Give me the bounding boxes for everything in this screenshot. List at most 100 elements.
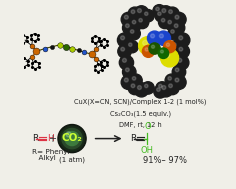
Circle shape [153,5,166,17]
Text: CuX(X=CN, SCN)/Complex 1-2 (1 mol%): CuX(X=CN, SCN)/Complex 1-2 (1 mol%) [74,99,207,105]
Circle shape [126,24,129,28]
Circle shape [121,47,125,51]
Circle shape [174,24,178,28]
Circle shape [142,82,154,94]
Circle shape [175,15,179,19]
Circle shape [179,47,183,51]
Circle shape [161,19,165,22]
Circle shape [159,34,163,38]
Circle shape [172,12,186,27]
Circle shape [160,49,179,67]
Circle shape [158,12,161,15]
Text: Cs₂CO₃(1.5 equiv.): Cs₂CO₃(1.5 equiv.) [110,110,171,117]
Circle shape [143,40,148,45]
Circle shape [65,132,79,146]
Circle shape [170,40,182,53]
Circle shape [156,7,159,11]
Circle shape [156,31,171,45]
Circle shape [148,31,162,45]
Circle shape [171,30,174,33]
Circle shape [124,15,128,19]
Circle shape [128,7,142,21]
Circle shape [164,53,170,58]
Circle shape [128,27,140,40]
Circle shape [159,16,171,29]
Circle shape [121,12,135,27]
Circle shape [139,19,142,22]
Circle shape [145,12,148,15]
Circle shape [129,43,132,46]
Circle shape [121,36,125,40]
Circle shape [178,58,182,62]
Circle shape [152,45,155,48]
Circle shape [58,125,86,153]
Text: DMF, rt, 12 h: DMF, rt, 12 h [119,122,162,128]
Text: 91%– 97%: 91%– 97% [143,156,187,165]
Circle shape [145,48,148,51]
Circle shape [168,27,181,40]
Circle shape [118,45,131,58]
Circle shape [169,84,173,88]
Text: +: + [48,134,56,144]
Circle shape [60,126,84,151]
Circle shape [168,77,172,80]
Circle shape [175,78,179,82]
Circle shape [159,84,162,88]
Circle shape [173,43,176,46]
Circle shape [118,33,132,47]
Circle shape [159,83,173,97]
Circle shape [175,56,189,70]
Circle shape [164,41,176,53]
Circle shape [129,18,142,31]
Circle shape [129,74,142,87]
Circle shape [179,36,183,40]
Text: CO₂: CO₂ [62,133,82,143]
Circle shape [176,33,190,47]
Circle shape [126,68,129,72]
Text: R= Phenyl: R= Phenyl [32,149,69,155]
Circle shape [134,6,149,20]
Circle shape [124,78,128,82]
Circle shape [119,56,134,70]
Circle shape [121,75,135,89]
Circle shape [139,37,157,55]
Circle shape [142,45,154,57]
Circle shape [137,9,141,13]
Circle shape [175,68,179,72]
Circle shape [165,74,178,87]
Circle shape [151,34,155,38]
Circle shape [158,48,169,58]
Circle shape [176,45,190,58]
Circle shape [142,9,154,22]
Circle shape [156,82,168,94]
Circle shape [132,77,136,80]
Circle shape [122,21,136,35]
Circle shape [162,9,166,13]
Circle shape [159,6,173,20]
Circle shape [154,85,167,98]
Circle shape [149,43,160,54]
Circle shape [160,50,163,53]
Circle shape [122,65,136,79]
Circle shape [172,75,186,89]
Circle shape [131,10,135,14]
Text: H: H [47,134,54,143]
Circle shape [168,20,172,24]
Circle shape [166,81,179,95]
Text: R: R [32,134,38,143]
Circle shape [166,7,179,21]
Circle shape [136,16,149,29]
Circle shape [128,81,142,95]
Circle shape [137,86,141,90]
Text: Alkyl: Alkyl [34,155,55,161]
Circle shape [171,21,185,35]
Circle shape [157,88,160,91]
Circle shape [132,20,136,24]
Text: R: R [130,134,136,143]
Circle shape [62,129,82,149]
Circle shape [131,84,135,88]
Text: (1 atm): (1 atm) [59,157,85,163]
Circle shape [162,86,166,90]
Text: O: O [144,122,151,131]
Circle shape [130,30,134,33]
